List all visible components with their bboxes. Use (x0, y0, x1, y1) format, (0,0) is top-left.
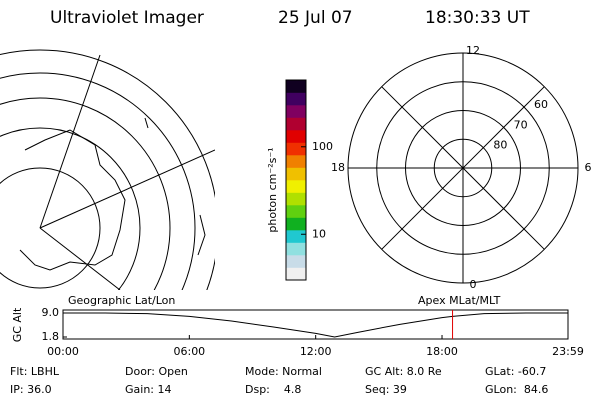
alt-frame (62, 309, 569, 340)
x-tick-label: 18:00 (426, 345, 458, 358)
alt-title-right: Apex MLat/MLT (418, 294, 501, 307)
status-field: Mode: Normal (245, 365, 322, 378)
color-step (286, 117, 306, 131)
date: 25 Jul 07 (278, 8, 353, 28)
colorbar: 10 100 (285, 79, 333, 281)
x-tick-label: 06:00 (173, 345, 205, 358)
status-field: GLon: 84.6 (485, 383, 548, 396)
color-step (286, 217, 306, 231)
mlt-label: 0 (470, 278, 477, 291)
alt-line (63, 312, 568, 338)
x-tick-label: 12:00 (300, 345, 332, 358)
lat-label: 80 (493, 139, 507, 152)
spoke (381, 86, 545, 250)
color-step (286, 242, 306, 256)
color-step (286, 230, 306, 243)
colorbar-tick-label: 100 (312, 140, 333, 153)
y-tick-label: 9.0 (42, 306, 60, 319)
status-field: Dsp: 4.8 (245, 383, 301, 396)
colorbar-frame (285, 79, 307, 281)
instrument: Ultraviolet Imager (50, 8, 204, 28)
footer: Flt: LBHL Door: Open Mode: Normal GC Alt: 8… (10, 365, 548, 396)
mlt-label: 18 (331, 161, 345, 174)
lat-label: 60 (534, 98, 548, 111)
color-step (286, 205, 306, 218)
status-field: Flt: LBHL (10, 365, 60, 378)
altitude-panel: 9.0 1.8 00:00 06:00 12:00 18:00 23:59 (42, 306, 584, 358)
status-field: Gain: 14 (125, 383, 172, 396)
color-step (286, 155, 306, 168)
color-step (286, 192, 306, 206)
color-step (286, 167, 306, 181)
color-step (286, 180, 306, 193)
x-tick-label: 23:59 (552, 345, 584, 358)
status-field: IP: 36.0 (10, 383, 52, 396)
y-tick-label: 1.8 (42, 330, 60, 343)
mlt-label: 12 (466, 44, 480, 57)
color-step (286, 142, 306, 156)
color-step (286, 105, 306, 118)
alt-ylabel: GC Alt (11, 307, 24, 342)
color-step (286, 130, 306, 143)
lat-label: 70 (514, 118, 528, 131)
color-step (286, 92, 306, 106)
status-field: GC Alt: 8.0 Re (365, 365, 442, 378)
alt-title-left: Geographic Lat/Lon (68, 294, 175, 307)
status-field: Door: Open (125, 365, 188, 378)
color-step (286, 255, 306, 268)
colorbar-tick-label: 10 (312, 227, 326, 240)
geo-map (0, 49, 215, 290)
color-step (286, 267, 306, 281)
status-field: Seq: 39 (365, 383, 407, 396)
time: 18:30:33 UT (425, 8, 530, 28)
mlt-label: 6 (585, 161, 592, 174)
colorbar-label: photon cm⁻²s⁻¹ (266, 147, 279, 232)
x-tick-label: 00:00 (47, 345, 79, 358)
status-field: GLat: -60.7 (485, 365, 546, 378)
color-step (286, 80, 306, 93)
